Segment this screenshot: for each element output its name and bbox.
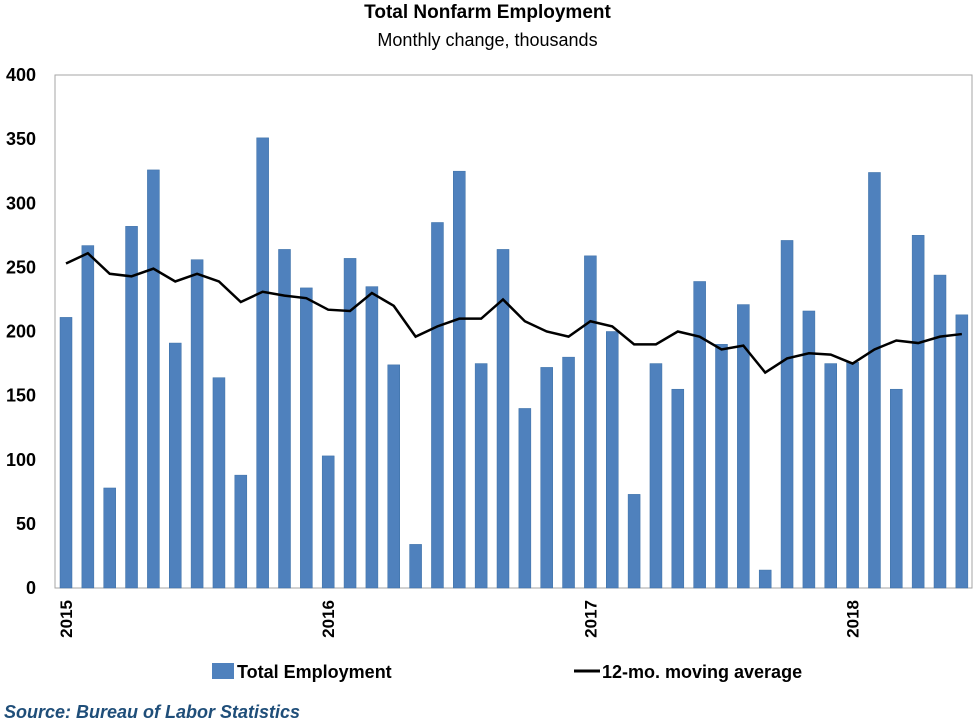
- legend-line-label: 12-mo. moving average: [602, 662, 802, 682]
- bar-2015-01: [59, 317, 73, 589]
- bar-2017-04: [649, 363, 663, 589]
- bar-2016-01: [321, 455, 335, 589]
- bar-2016-12: [562, 356, 575, 589]
- y-tick-label: 0: [26, 578, 36, 598]
- source-note: Source: Bureau of Labor Statistics: [4, 702, 301, 722]
- y-tick-label: 100: [6, 450, 36, 470]
- bar-2017-08: [737, 304, 750, 589]
- bar-2015-02: [81, 245, 95, 589]
- legend-bar-label: Total Employment: [237, 662, 392, 682]
- y-tick-label: 250: [6, 257, 36, 277]
- y-tick-label: 400: [6, 65, 36, 85]
- bar-2018-06: [955, 314, 969, 589]
- plot-border: [54, 74, 973, 589]
- bar-2016-04: [387, 364, 400, 589]
- x-tick-label: 2015: [57, 600, 76, 638]
- bar-2015-06: [169, 342, 182, 589]
- bar-2015-04: [125, 226, 138, 589]
- bar-2016-05: [409, 544, 422, 589]
- x-tick-label: 2018: [844, 600, 863, 638]
- y-tick-label: 350: [6, 129, 36, 149]
- y-tick-label: 200: [6, 322, 36, 342]
- y-tick-label: 300: [6, 193, 36, 213]
- bar-2016-10: [518, 408, 532, 589]
- bar-2015-05: [147, 169, 160, 589]
- bar-2017-10: [780, 240, 794, 589]
- bar-2017-02: [606, 331, 619, 589]
- bar-2017-12: [824, 363, 837, 589]
- bar-2017-03: [627, 494, 641, 589]
- bar-2017-06: [693, 281, 706, 589]
- bar-2016-11: [540, 367, 553, 589]
- bar-2017-05: [671, 388, 685, 589]
- chart-subtitle: Monthly change, thousands: [377, 30, 598, 50]
- bar-2015-10: [256, 137, 269, 589]
- y-tick-label: 50: [16, 514, 36, 534]
- bar-2018-04: [911, 235, 925, 589]
- chart-title: Total Nonfarm Employment: [364, 2, 611, 23]
- bar-2015-07: [190, 259, 204, 589]
- bar-2016-03: [365, 286, 379, 589]
- bar-2018-03: [890, 388, 903, 589]
- bar-2016-02: [343, 258, 357, 589]
- bar-2015-08: [212, 377, 226, 589]
- bar-2017-09: [758, 569, 772, 589]
- bar-2016-09: [496, 249, 510, 589]
- bar-2016-06: [431, 222, 444, 589]
- x-tick-label: 2016: [319, 600, 338, 638]
- bar-2015-03: [103, 487, 116, 589]
- moving-average-line: [65, 251, 962, 375]
- x-tick-label: 2017: [581, 600, 600, 638]
- legend-bar-swatch: [212, 663, 234, 679]
- bar-2018-02: [868, 172, 881, 589]
- bar-2017-07: [715, 344, 728, 589]
- bar-2017-01: [584, 255, 597, 589]
- bar-2015-11: [278, 249, 291, 589]
- y-tick-label: 150: [6, 386, 36, 406]
- bar-2016-08: [474, 363, 488, 589]
- bar-2015-12: [300, 287, 313, 589]
- bar-2017-11: [802, 310, 816, 589]
- bar-2018-01: [846, 362, 859, 589]
- bar-2016-07: [453, 170, 466, 589]
- bar-2015-09: [234, 474, 248, 589]
- bar-2018-05: [933, 274, 947, 589]
